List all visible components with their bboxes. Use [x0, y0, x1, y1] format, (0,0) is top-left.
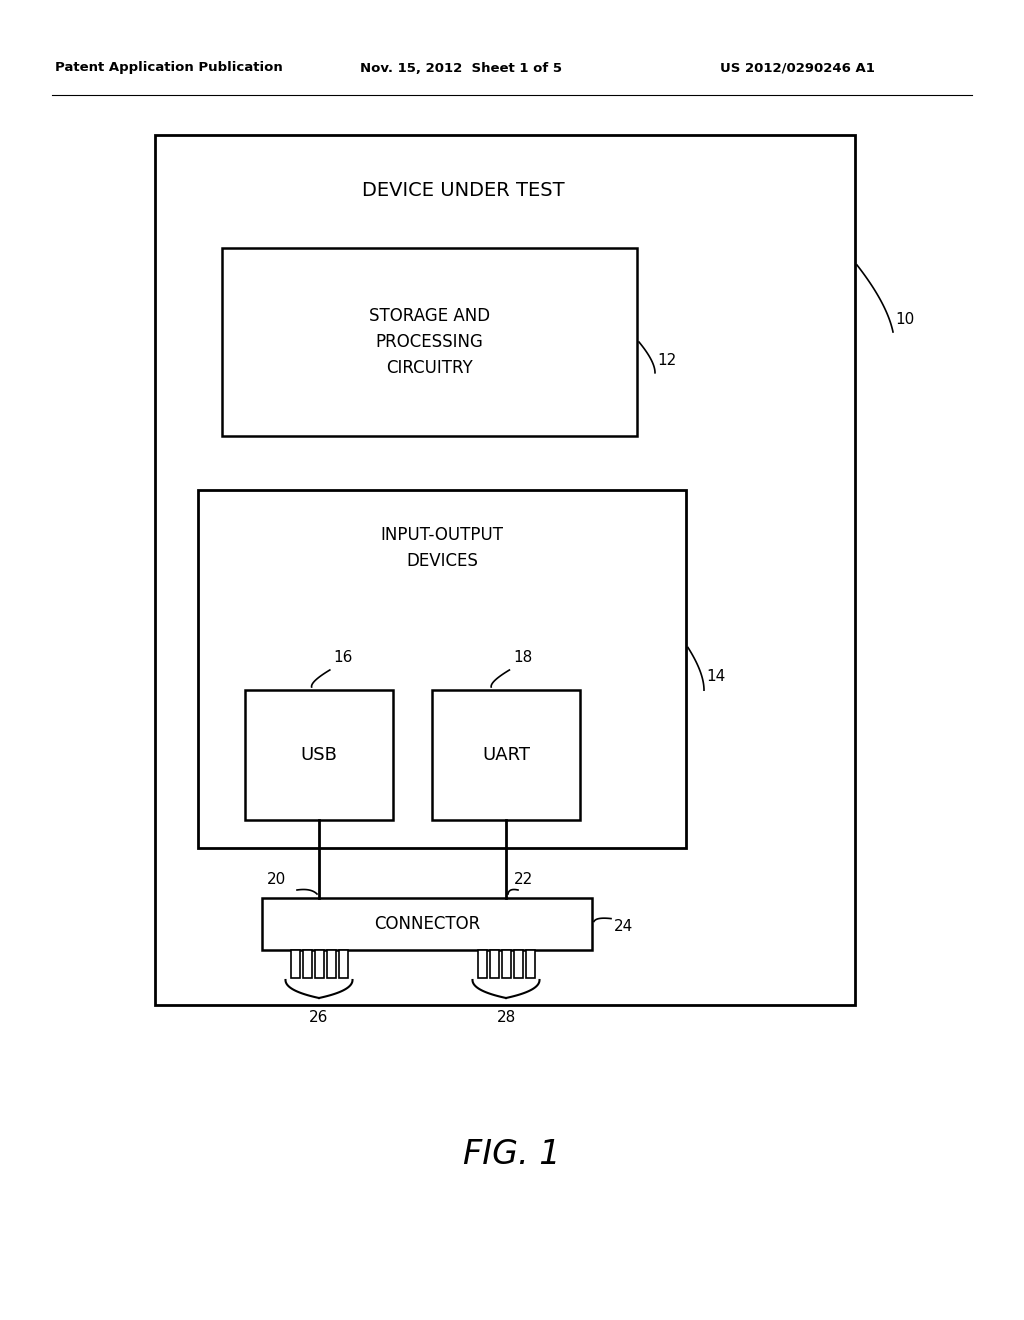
Text: 26: 26 [309, 1011, 329, 1026]
Bar [302, 950, 311, 978]
Text: STORAGE AND
PROCESSING
CIRCUITRY: STORAGE AND PROCESSING CIRCUITRY [369, 306, 490, 378]
Bar [432, 690, 580, 820]
Text: 18: 18 [513, 651, 532, 665]
Text: CONNECTOR: CONNECTOR [374, 915, 480, 933]
Text: 28: 28 [497, 1011, 516, 1026]
Text: DEVICE UNDER TEST: DEVICE UNDER TEST [361, 181, 564, 199]
Bar [222, 248, 637, 436]
Bar [489, 950, 499, 978]
Bar [291, 950, 299, 978]
Bar [198, 490, 686, 847]
Text: 14: 14 [706, 669, 725, 684]
Bar [477, 950, 486, 978]
Text: INPUT-OUTPUT
DEVICES: INPUT-OUTPUT DEVICES [381, 525, 504, 570]
Text: 24: 24 [614, 919, 633, 935]
Text: FIG. 1: FIG. 1 [463, 1138, 561, 1172]
Bar [525, 950, 535, 978]
Text: 16: 16 [334, 651, 353, 665]
Bar [155, 135, 855, 1005]
Text: Patent Application Publication: Patent Application Publication [55, 62, 283, 74]
Bar [327, 950, 336, 978]
Bar [339, 950, 347, 978]
Text: 12: 12 [657, 354, 676, 368]
Text: 10: 10 [895, 313, 914, 327]
Text: 20: 20 [267, 873, 287, 887]
Text: 22: 22 [514, 873, 534, 887]
Text: US 2012/0290246 A1: US 2012/0290246 A1 [720, 62, 874, 74]
Text: UART: UART [482, 746, 530, 764]
Bar [245, 690, 393, 820]
Bar [262, 898, 592, 950]
Bar [513, 950, 522, 978]
Text: Nov. 15, 2012  Sheet 1 of 5: Nov. 15, 2012 Sheet 1 of 5 [360, 62, 562, 74]
Bar [502, 950, 511, 978]
Text: USB: USB [301, 746, 338, 764]
Bar [314, 950, 324, 978]
